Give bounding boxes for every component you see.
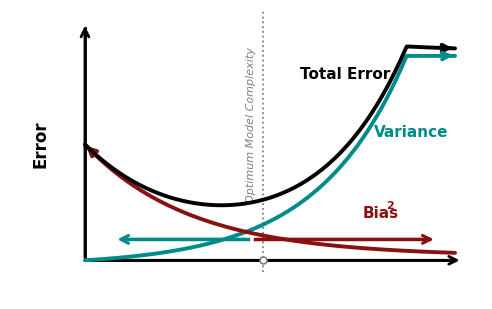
Text: Optimum Model Complexity: Optimum Model Complexity: [246, 48, 256, 203]
Text: Error: Error: [31, 120, 50, 168]
Text: Variance: Variance: [373, 125, 448, 140]
Text: Total Error: Total Error: [300, 67, 390, 82]
Text: Bias: Bias: [363, 206, 399, 221]
Text: 2: 2: [387, 201, 394, 211]
